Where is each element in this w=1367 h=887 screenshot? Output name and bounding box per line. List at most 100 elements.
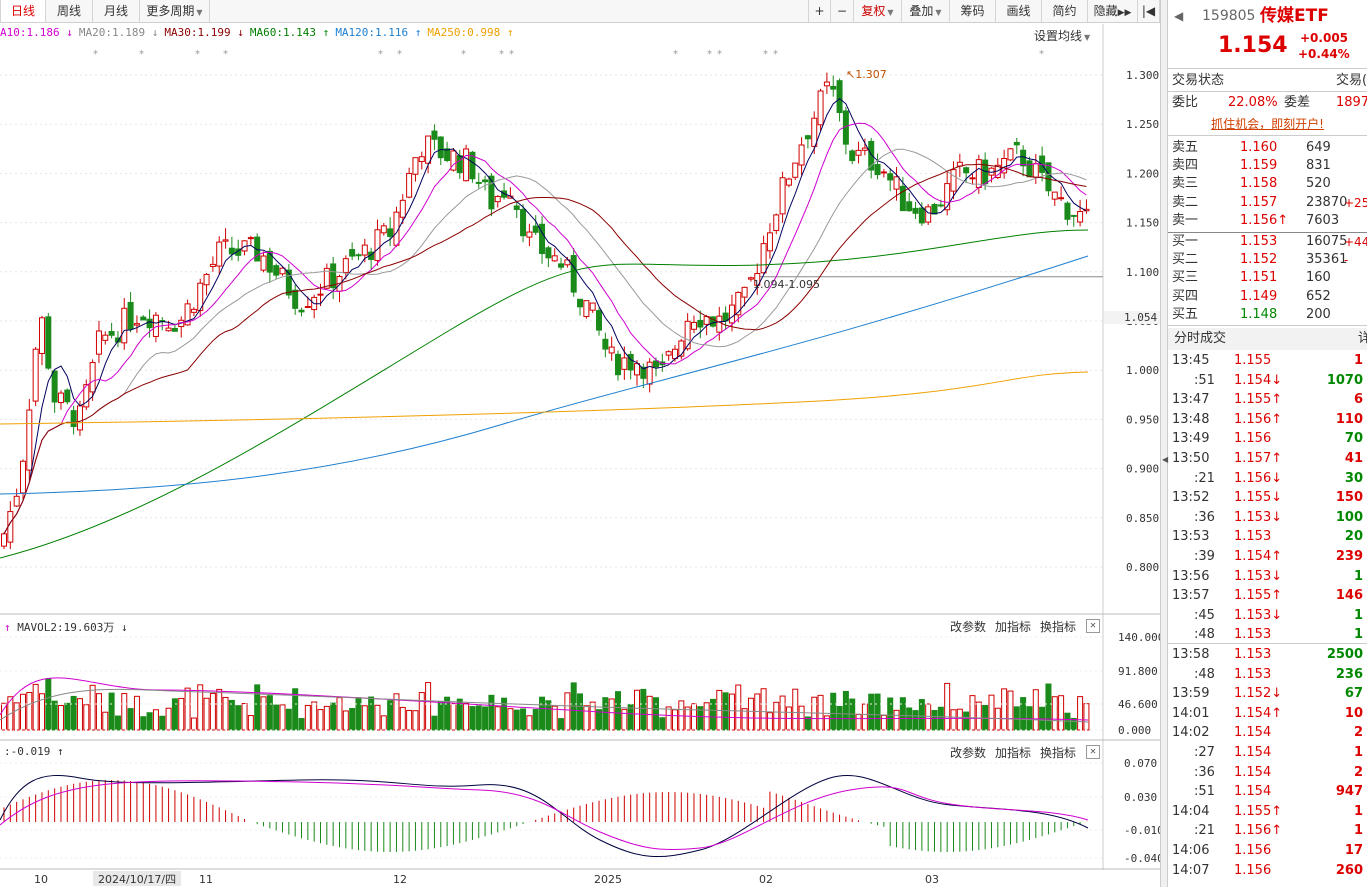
- tick-time: :27: [1194, 745, 1215, 760]
- vol-label-line: ↑ MAVOL2:19.603万 ↓: [4, 619, 128, 635]
- vol-ma-line: [0, 688, 1089, 723]
- bid-label: 买三: [1172, 270, 1199, 286]
- ticks-more-icon[interactable]: 详: [1358, 331, 1367, 346]
- volume-bar: [406, 709, 413, 731]
- volume-bar: [380, 715, 387, 731]
- kline-chart[interactable]: 1.3001.2501.2001.1501.1001.0501.0000.950…: [0, 0, 1160, 887]
- macd-add-indicator-button[interactable]: 加指标: [995, 746, 1032, 760]
- candle-body: [887, 173, 894, 181]
- current-price-tag: 1.054: [1124, 311, 1157, 324]
- chart-area[interactable]: 1.3001.2501.2001.1501.1001.0501.0000.950…: [0, 0, 1160, 887]
- candle-body: [19, 460, 26, 494]
- bid-price: 1.152: [1240, 252, 1278, 268]
- adjust-button[interactable]: 复权 ▼: [854, 0, 902, 22]
- tick-row: :51 1.154 947: [1168, 782, 1367, 801]
- hide-button[interactable]: 隐藏▶▶: [1088, 0, 1138, 22]
- bid-level-row: 买一 1.153 16075 +44: [1168, 233, 1367, 251]
- tick-volume: 146: [1335, 588, 1363, 604]
- macd-edit-params-button[interactable]: 改参数: [950, 746, 987, 760]
- tick-row: :21 1.156↑ 1: [1168, 821, 1367, 840]
- volume-bar: [437, 701, 444, 731]
- ma-legend-item: MA120:1.116 ↑: [335, 26, 422, 39]
- volume-bar: [1058, 695, 1065, 731]
- volume-bar: [602, 697, 609, 731]
- tick-row: 13:49 1.156 70: [1168, 429, 1367, 448]
- close-icon[interactable]: ✕: [1086, 745, 1100, 759]
- panel-divider[interactable]: ◀: [1160, 0, 1168, 887]
- set-ma-button[interactable]: 设置均线 ▼: [1034, 27, 1090, 44]
- volume-bar: [450, 703, 457, 731]
- chips-button[interactable]: 筹码: [950, 0, 996, 22]
- open-account-link[interactable]: 抓住机会，即刻开户!: [1168, 115, 1367, 134]
- candle-body: [190, 308, 197, 313]
- tick-row: :45 1.153↓ 1: [1168, 606, 1367, 625]
- candle-body: [437, 136, 444, 159]
- candle-body: [602, 338, 609, 350]
- candle-body: [804, 135, 811, 140]
- tick-price: 1.153: [1234, 666, 1272, 682]
- volume-bar: [342, 710, 349, 731]
- draw-button[interactable]: 画线: [996, 0, 1042, 22]
- zoom-in-button[interactable]: +: [808, 0, 831, 22]
- macd-axis-label: -0.010: [1124, 824, 1160, 837]
- candle-body: [266, 250, 273, 273]
- security-code: 159805: [1202, 8, 1256, 24]
- volume-bar: [728, 693, 735, 731]
- tab-monthly[interactable]: 月线: [93, 0, 140, 22]
- volume-bar: [418, 692, 425, 731]
- tab-weekly[interactable]: 周线: [46, 0, 93, 22]
- candle-body: [1007, 148, 1014, 161]
- close-icon[interactable]: ✕: [1086, 619, 1100, 633]
- tick-time: 13:53: [1172, 529, 1210, 545]
- tab-more-periods[interactable]: 更多周期 ▼: [140, 0, 210, 22]
- vol-edit-params-button[interactable]: 改参数: [950, 620, 987, 634]
- vol-switch-indicator-button[interactable]: 换指标: [1040, 620, 1077, 634]
- vol-axis-label: 91.800: [1118, 665, 1158, 678]
- tab-more-label: 更多周期: [146, 4, 195, 18]
- volume-bar: [456, 698, 463, 731]
- volume-bar: [1001, 688, 1008, 731]
- candle-body: [830, 85, 837, 90]
- chevron-left-icon[interactable]: ◀: [1174, 9, 1184, 23]
- candle-body: [133, 323, 140, 326]
- volume-bar: [235, 705, 242, 731]
- candle-body: [1045, 162, 1052, 192]
- simple-button[interactable]: 简约: [1042, 0, 1088, 22]
- trade-status-label: 交易状态: [1172, 73, 1225, 88]
- overlay-button[interactable]: 叠加 ▼: [902, 0, 950, 22]
- ticks-header: 分时成交 详: [1168, 328, 1367, 350]
- tick-time: 13:57: [1172, 588, 1210, 604]
- volume-bar: [228, 699, 235, 731]
- volume-bar: [1020, 697, 1027, 731]
- candle-body: [678, 340, 685, 357]
- volume-bar: [298, 718, 305, 731]
- candle-body: [184, 303, 191, 326]
- macd-switch-indicator-button[interactable]: 换指标: [1040, 746, 1077, 760]
- tick-row: 13:45 1.155 1: [1168, 351, 1367, 370]
- ratio-label: 委比: [1172, 95, 1199, 110]
- star-icon: *: [93, 49, 98, 60]
- zoom-out-button[interactable]: −: [831, 0, 854, 22]
- tick-time: :48: [1194, 627, 1215, 643]
- chevron-down-icon: ▼: [935, 8, 942, 17]
- volume-bar: [304, 704, 311, 731]
- collapse-button[interactable]: |◀: [1138, 0, 1160, 22]
- candle-body: [754, 272, 761, 286]
- volume-bar: [482, 706, 489, 731]
- vol-add-indicator-button[interactable]: 加指标: [995, 620, 1032, 634]
- tick-price: 1.153: [1234, 627, 1272, 643]
- tick-price: 1.155↑: [1234, 803, 1283, 819]
- bid-change: -: [1344, 253, 1349, 268]
- date-cursor-bg: [93, 871, 181, 886]
- ma250-line: [0, 371, 1089, 425]
- tick-time: 13:45: [1172, 353, 1210, 368]
- chevron-left-icon[interactable]: ◀: [1162, 455, 1169, 464]
- candle-body: [963, 167, 970, 174]
- candle-body: [836, 80, 843, 114]
- ask-level-row: 卖二 1.157 23870+250: [1168, 194, 1367, 212]
- tick-time: 14:01: [1172, 705, 1210, 721]
- candle-body: [114, 337, 121, 343]
- tab-daily[interactable]: 日线: [0, 0, 46, 22]
- bid-price: 1.149: [1240, 288, 1278, 304]
- vol-axis-label: 46.600: [1118, 698, 1158, 711]
